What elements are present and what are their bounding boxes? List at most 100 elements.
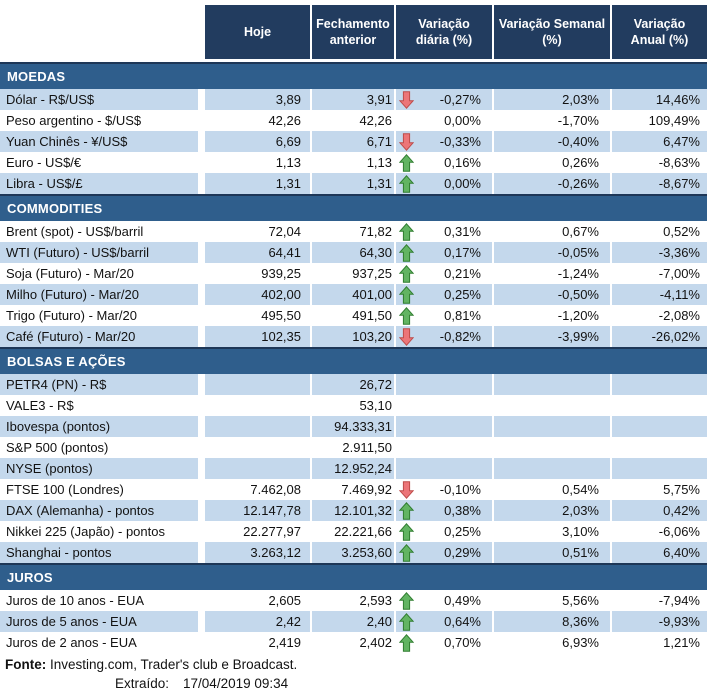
variacao-diaria-value: 0,00% bbox=[444, 113, 481, 128]
cell-hoje bbox=[203, 374, 310, 395]
row-label: FTSE 100 (Londres) bbox=[0, 479, 203, 500]
cell-variacao-semanal: 3,10% bbox=[492, 521, 610, 542]
table-row: Ibovespa (pontos) 94.333,31 bbox=[0, 416, 707, 437]
cell-variacao-semanal bbox=[492, 374, 610, 395]
table-row: Euro - US$/€ 1,13 1,13 0,16% 0,26% -8,63… bbox=[0, 152, 707, 173]
row-label: Dólar - R$/US$ bbox=[0, 89, 203, 110]
row-label: Trigo (Futuro) - Mar/20 bbox=[0, 305, 203, 326]
cell-variacao-semanal: -0,50% bbox=[492, 284, 610, 305]
cell-variacao-anual bbox=[610, 458, 707, 479]
variacao-diaria-value: 0,25% bbox=[444, 287, 481, 302]
cell-fechamento: 12.952,24 bbox=[310, 458, 394, 479]
cell-hoje: 2,42 bbox=[203, 611, 310, 632]
cell-variacao-semanal: 0,67% bbox=[492, 221, 610, 242]
trend-arrow-icon bbox=[399, 418, 415, 436]
table-section: JUROS Juros de 10 anos - EUA 2,605 2,593… bbox=[0, 563, 707, 653]
cell-hoje: 3.263,12 bbox=[203, 542, 310, 563]
arrow-up-icon bbox=[399, 223, 415, 241]
cell-variacao-semanal bbox=[492, 395, 610, 416]
cell-fechamento: 491,50 bbox=[310, 305, 394, 326]
arrow-up-icon bbox=[399, 523, 415, 541]
cell-variacao-semanal: -1,24% bbox=[492, 263, 610, 284]
cell-fechamento: 94.333,31 bbox=[310, 416, 394, 437]
cell-variacao-diaria: -0,33% bbox=[394, 131, 492, 152]
cell-fechamento: 3,91 bbox=[310, 89, 394, 110]
table-section: MOEDAS Dólar - R$/US$ 3,89 3,91 -0,27% 2… bbox=[0, 62, 707, 194]
column-header-variacao-anual: Variação Anual (%) bbox=[610, 5, 707, 59]
cell-fechamento: 22.221,66 bbox=[310, 521, 394, 542]
arrow-up-icon bbox=[399, 286, 415, 304]
variacao-diaria-value: 0,17% bbox=[444, 245, 481, 260]
table-section: COMMODITIES Brent (spot) - US$/barril 72… bbox=[0, 194, 707, 347]
section-header-commodities: COMMODITIES bbox=[0, 194, 707, 221]
row-label: Peso argentino - $/US$ bbox=[0, 110, 203, 131]
row-label: Ibovespa (pontos) bbox=[0, 416, 203, 437]
row-label: VALE3 - R$ bbox=[0, 395, 203, 416]
cell-variacao-anual: 6,40% bbox=[610, 542, 707, 563]
cell-hoje: 1,31 bbox=[203, 173, 310, 194]
cell-variacao-diaria: 0,64% bbox=[394, 611, 492, 632]
cell-variacao-semanal bbox=[492, 437, 610, 458]
row-label: WTI (Futuro) - US$/barril bbox=[0, 242, 203, 263]
cell-variacao-semanal: 0,51% bbox=[492, 542, 610, 563]
arrow-up-icon bbox=[399, 244, 415, 262]
cell-hoje: 1,13 bbox=[203, 152, 310, 173]
cell-fechamento: 26,72 bbox=[310, 374, 394, 395]
table-footer: Fonte: Investing.com, Trader's club e Br… bbox=[0, 655, 707, 693]
cell-fechamento: 937,25 bbox=[310, 263, 394, 284]
cell-fechamento: 7.469,92 bbox=[310, 479, 394, 500]
cell-variacao-anual: -8,67% bbox=[610, 173, 707, 194]
cell-hoje: 939,25 bbox=[203, 263, 310, 284]
cell-hoje bbox=[203, 458, 310, 479]
trend-arrow-icon bbox=[399, 376, 415, 394]
cell-variacao-diaria: 0,49% bbox=[394, 590, 492, 611]
cell-fechamento: 401,00 bbox=[310, 284, 394, 305]
table-row: Libra - US$/£ 1,31 1,31 0,00% -0,26% -8,… bbox=[0, 173, 707, 194]
arrow-up-icon bbox=[399, 154, 415, 172]
cell-variacao-anual: 1,21% bbox=[610, 632, 707, 653]
table-row: Trigo (Futuro) - Mar/20 495,50 491,50 0,… bbox=[0, 305, 707, 326]
section-title: BOLSAS E AÇÕES bbox=[0, 354, 126, 369]
cell-hoje: 2,419 bbox=[203, 632, 310, 653]
variacao-diaria-value: 0,00% bbox=[444, 176, 481, 191]
row-label: Nikkei 225 (Japão) - pontos bbox=[0, 521, 203, 542]
column-header-fechamento: Fechamento anterior bbox=[310, 5, 394, 59]
row-label: Shanghai - pontos bbox=[0, 542, 203, 563]
trend-arrow-icon bbox=[399, 112, 415, 130]
cell-hoje: 495,50 bbox=[203, 305, 310, 326]
arrow-down-icon bbox=[399, 328, 415, 346]
cell-fechamento: 6,71 bbox=[310, 131, 394, 152]
table-row: Dólar - R$/US$ 3,89 3,91 -0,27% 2,03% 14… bbox=[0, 89, 707, 110]
cell-variacao-diaria: -0,10% bbox=[394, 479, 492, 500]
table-row: Soja (Futuro) - Mar/20 939,25 937,25 0,2… bbox=[0, 263, 707, 284]
section-header-bolsas-e-acoes: BOLSAS E AÇÕES bbox=[0, 347, 707, 374]
cell-variacao-anual: 5,75% bbox=[610, 479, 707, 500]
cell-variacao-anual bbox=[610, 395, 707, 416]
cell-variacao-diaria bbox=[394, 458, 492, 479]
arrow-up-icon bbox=[399, 502, 415, 520]
cell-fechamento: 53,10 bbox=[310, 395, 394, 416]
table-row: PETR4 (PN) - R$ 26,72 bbox=[0, 374, 707, 395]
cell-hoje bbox=[203, 395, 310, 416]
cell-fechamento: 71,82 bbox=[310, 221, 394, 242]
source-line: Fonte: Investing.com, Trader's club e Br… bbox=[0, 655, 707, 674]
variacao-diaria-value: 0,64% bbox=[444, 614, 481, 629]
cell-variacao-semanal: 8,36% bbox=[492, 611, 610, 632]
cell-fechamento: 103,20 bbox=[310, 326, 394, 347]
row-label: Libra - US$/£ bbox=[0, 173, 203, 194]
row-label: Juros de 5 anos - EUA bbox=[0, 611, 203, 632]
cell-variacao-anual: -26,02% bbox=[610, 326, 707, 347]
table-row: S&P 500 (pontos) 2.911,50 bbox=[0, 437, 707, 458]
cell-variacao-anual bbox=[610, 437, 707, 458]
source-text: Investing.com, Trader's club e Broadcast… bbox=[50, 657, 297, 672]
cell-variacao-diaria: 0,31% bbox=[394, 221, 492, 242]
arrow-down-icon bbox=[399, 91, 415, 109]
variacao-diaria-value: -0,27% bbox=[440, 92, 481, 107]
cell-variacao-semanal: 2,03% bbox=[492, 500, 610, 521]
cell-variacao-anual: -7,94% bbox=[610, 590, 707, 611]
cell-fechamento: 2,402 bbox=[310, 632, 394, 653]
row-label: DAX (Alemanha) - pontos bbox=[0, 500, 203, 521]
trend-arrow-icon bbox=[399, 460, 415, 478]
table-row: Juros de 5 anos - EUA 2,42 2,40 0,64% 8,… bbox=[0, 611, 707, 632]
cell-variacao-anual: -4,11% bbox=[610, 284, 707, 305]
